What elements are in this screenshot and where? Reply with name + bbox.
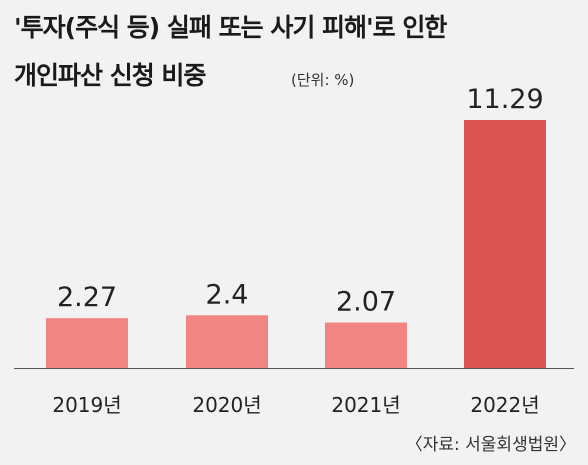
value-label: 2.4 — [206, 279, 249, 310]
chart-title-line-1: '투자(주식 등) 실패 또는 사기 피해'로 인한 — [14, 13, 447, 42]
source-label: 〈자료: 서울회생법원〉 — [405, 435, 576, 455]
bar-2019년 — [46, 318, 128, 368]
bar-2021년 — [325, 322, 407, 368]
category-label: 2019년 — [52, 393, 121, 417]
bar-2020년 — [186, 315, 268, 368]
category-label: 2020년 — [192, 393, 261, 417]
value-label: 2.07 — [336, 287, 396, 318]
value-label: 11.29 — [466, 84, 543, 115]
category-label: 2021년 — [331, 393, 400, 417]
bar-2022년 — [464, 120, 546, 368]
unit-label: (단위: %) — [291, 71, 355, 89]
value-label: 2.27 — [57, 282, 117, 313]
category-label: 2022년 — [470, 393, 539, 417]
chart-title-line-2: 개인파산 신청 비중 — [14, 61, 206, 90]
